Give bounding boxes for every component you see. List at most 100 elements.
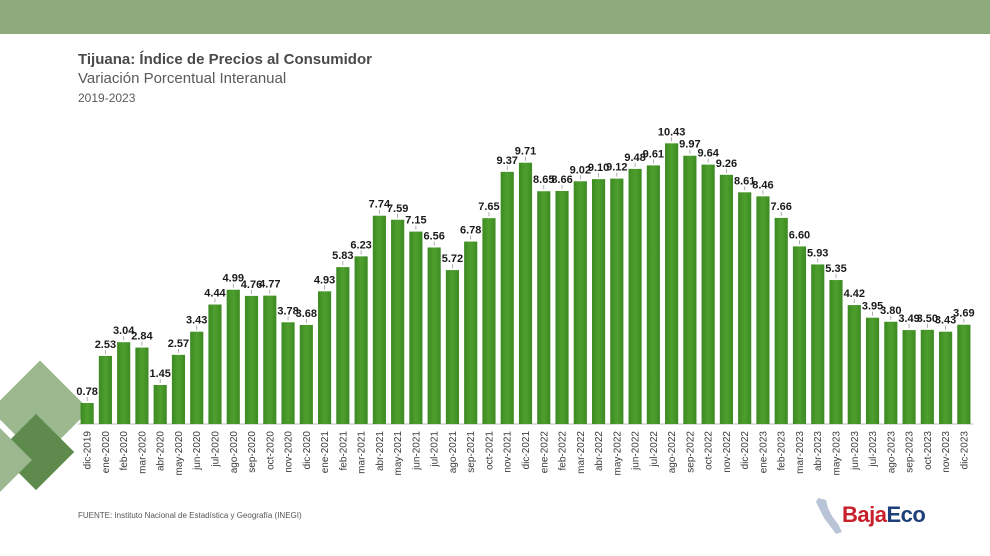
bar: [628, 168, 642, 424]
data-label: 7.65: [478, 201, 499, 213]
data-label: 3.43: [935, 315, 956, 327]
bar: [555, 190, 569, 424]
bar: [391, 219, 405, 424]
data-label: 3.49: [898, 313, 919, 325]
x-tick-label: jul-2023: [868, 431, 879, 468]
logo-word-baja: Baja: [842, 502, 887, 527]
x-tick-label: ago-2020: [229, 431, 240, 474]
data-label: 3.50: [917, 313, 938, 325]
x-tick-label: sep-2020: [247, 431, 258, 473]
bar: [939, 331, 953, 424]
source-note: FUENTE: Instituto Nacional de Estadístic…: [78, 511, 302, 520]
data-label: 5.83: [332, 250, 353, 262]
data-label: 8.46: [752, 179, 773, 191]
bar: [865, 317, 880, 424]
bar: [80, 403, 94, 424]
bar: [427, 247, 441, 424]
bar: [756, 196, 770, 424]
data-label: 5.72: [442, 253, 463, 265]
bar: [445, 270, 460, 424]
bar: [372, 215, 386, 424]
data-label: 3.43: [186, 315, 207, 327]
x-tick-label: ene-2023: [758, 431, 769, 474]
data-label: 9.10: [588, 162, 609, 174]
deco-diamond-light-2: [0, 426, 32, 494]
bar: [482, 218, 496, 424]
x-tick-label: abr-2020: [156, 431, 167, 471]
chart-title: Tijuana: Índice de Precios al Consumidor: [78, 51, 372, 68]
data-label: 5.35: [825, 263, 846, 275]
data-label: 7.15: [405, 215, 426, 227]
data-label: 3.95: [862, 301, 883, 313]
x-tick-label: ago-2023: [886, 431, 897, 474]
x-tick-label: mar-2020: [137, 431, 148, 474]
x-tick-label: mar-2021: [357, 431, 368, 474]
x-tick-label: oct-2020: [265, 431, 276, 470]
bar: [299, 324, 313, 424]
data-label: 7.74: [369, 199, 391, 211]
x-tick-label: ene-2021: [320, 431, 331, 474]
bar: [354, 256, 368, 424]
bar: [500, 171, 514, 424]
bar: [701, 164, 715, 424]
x-tick-label: feb-2023: [777, 431, 788, 471]
data-label: 3.69: [953, 308, 974, 320]
bar: [98, 355, 112, 424]
x-tick-label: nov-2021: [503, 431, 514, 473]
bar: [829, 280, 843, 424]
bar: [263, 295, 277, 424]
x-tick-label: may-2021: [393, 431, 404, 476]
data-label: 0.78: [76, 386, 97, 398]
bar: [591, 179, 606, 424]
x-tick-label: mar-2023: [795, 431, 806, 474]
x-tick-label: oct-2022: [704, 431, 715, 470]
data-label: 3.80: [880, 305, 901, 317]
x-tick-label: may-2020: [174, 431, 185, 476]
top-band: [0, 0, 990, 34]
x-tick-label: mar-2022: [576, 431, 587, 474]
chart-header: Tijuana: Índice de Precios al Consumidor…: [78, 50, 372, 107]
x-tick-label: jul-2021: [430, 431, 441, 468]
bar: [153, 384, 167, 424]
data-label: 6.23: [350, 239, 371, 251]
x-tick-label: jun-2021: [411, 431, 422, 471]
data-label: 9.61: [643, 148, 664, 160]
bar: [573, 181, 587, 424]
data-label: 9.02: [570, 164, 591, 176]
bar: [610, 178, 624, 424]
x-tick-label: sep-2023: [905, 431, 916, 473]
bar: [281, 322, 295, 424]
baja-peninsula-icon: [816, 498, 842, 534]
bar: [135, 347, 149, 424]
bajaeco-logo: BajaEco: [812, 496, 952, 538]
data-label: 9.48: [624, 152, 645, 164]
data-label: 2.53: [95, 339, 116, 351]
x-tick-label: nov-2022: [722, 431, 733, 473]
x-tick-label: dic-2020: [302, 431, 313, 470]
x-tick-label: ago-2022: [667, 431, 678, 474]
bar: [518, 162, 533, 424]
data-label: 3.78: [277, 305, 298, 317]
x-tick-label: ene-2022: [539, 431, 550, 474]
bar: [464, 241, 478, 424]
data-label: 9.71: [515, 146, 536, 158]
bar: [792, 246, 807, 424]
bar: [409, 231, 423, 424]
x-tick-label: sep-2021: [466, 431, 477, 473]
x-tick-label: oct-2021: [484, 431, 495, 470]
data-label: 3.04: [113, 325, 135, 337]
x-tick-label: may-2023: [832, 431, 843, 476]
chart-subtitle: Variación Porcentual Interanual: [78, 70, 287, 87]
bar: [884, 321, 898, 424]
x-tick-label: feb-2021: [338, 431, 349, 471]
data-label: 2.84: [131, 331, 153, 343]
bar: [957, 324, 971, 424]
x-tick-label: ago-2021: [448, 431, 459, 474]
x-tick-label: feb-2022: [558, 431, 569, 471]
x-tick-label: jun-2022: [631, 431, 642, 471]
data-label: 6.60: [789, 229, 810, 241]
bar: [646, 165, 660, 424]
data-label: 9.37: [497, 155, 518, 167]
